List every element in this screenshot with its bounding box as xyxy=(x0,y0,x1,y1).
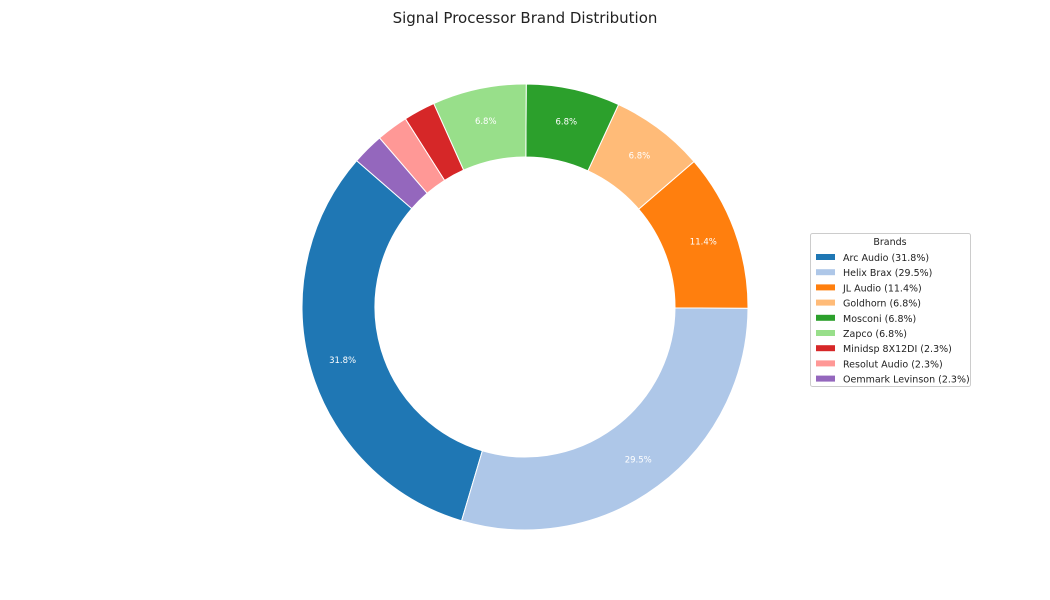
donut-slices xyxy=(301,83,749,531)
percent-label: 6.8% xyxy=(629,151,651,161)
slice-arc-audio xyxy=(301,159,483,522)
legend-label: Zapco (6.8%) xyxy=(843,329,907,340)
legend-swatch xyxy=(816,330,835,336)
legend-label: Resolut Audio (2.3%) xyxy=(843,359,943,370)
legend-title: Brands xyxy=(873,237,906,248)
percent-label: 29.5% xyxy=(625,456,652,466)
percent-label: 11.4% xyxy=(690,237,717,247)
percent-label: 6.8% xyxy=(475,117,497,127)
percent-labels: 31.8% 29.5% 11.4% 6.8% 6.8% 6.8% xyxy=(329,117,717,465)
legend-label: Goldhorn (6.8%) xyxy=(843,299,921,310)
chart-title: Signal Processor Brand Distribution xyxy=(393,9,658,27)
legend-swatch xyxy=(816,345,835,352)
legend-label: Oemmark Levinson (2.3%) xyxy=(843,375,970,386)
legend-swatch xyxy=(816,375,835,382)
percent-label: 31.8% xyxy=(329,356,356,366)
legend-label: Arc Audio (31.8%) xyxy=(843,253,929,264)
percent-label: 6.8% xyxy=(556,118,578,128)
legend-label: Mosconi (6.8%) xyxy=(843,314,916,325)
legend-swatch xyxy=(816,314,835,321)
legend: Brands Arc Audio (31.8%) Helix Brax (29.5… xyxy=(810,233,971,387)
legend-swatch xyxy=(816,299,835,306)
legend-swatch xyxy=(816,254,835,260)
slice-helix-brax xyxy=(460,307,749,531)
legend-swatch xyxy=(816,284,835,291)
legend-swatch xyxy=(816,269,835,276)
legend-label: Minidsp 8X12DI (2.3%) xyxy=(843,344,952,355)
slice-oemmark-levinson xyxy=(355,137,428,210)
legend-box xyxy=(810,233,971,387)
legend-label: JL Audio (11.4%) xyxy=(842,283,922,294)
legend-swatch xyxy=(816,360,835,367)
legend-label: Helix Brax (29.5%) xyxy=(843,268,932,279)
